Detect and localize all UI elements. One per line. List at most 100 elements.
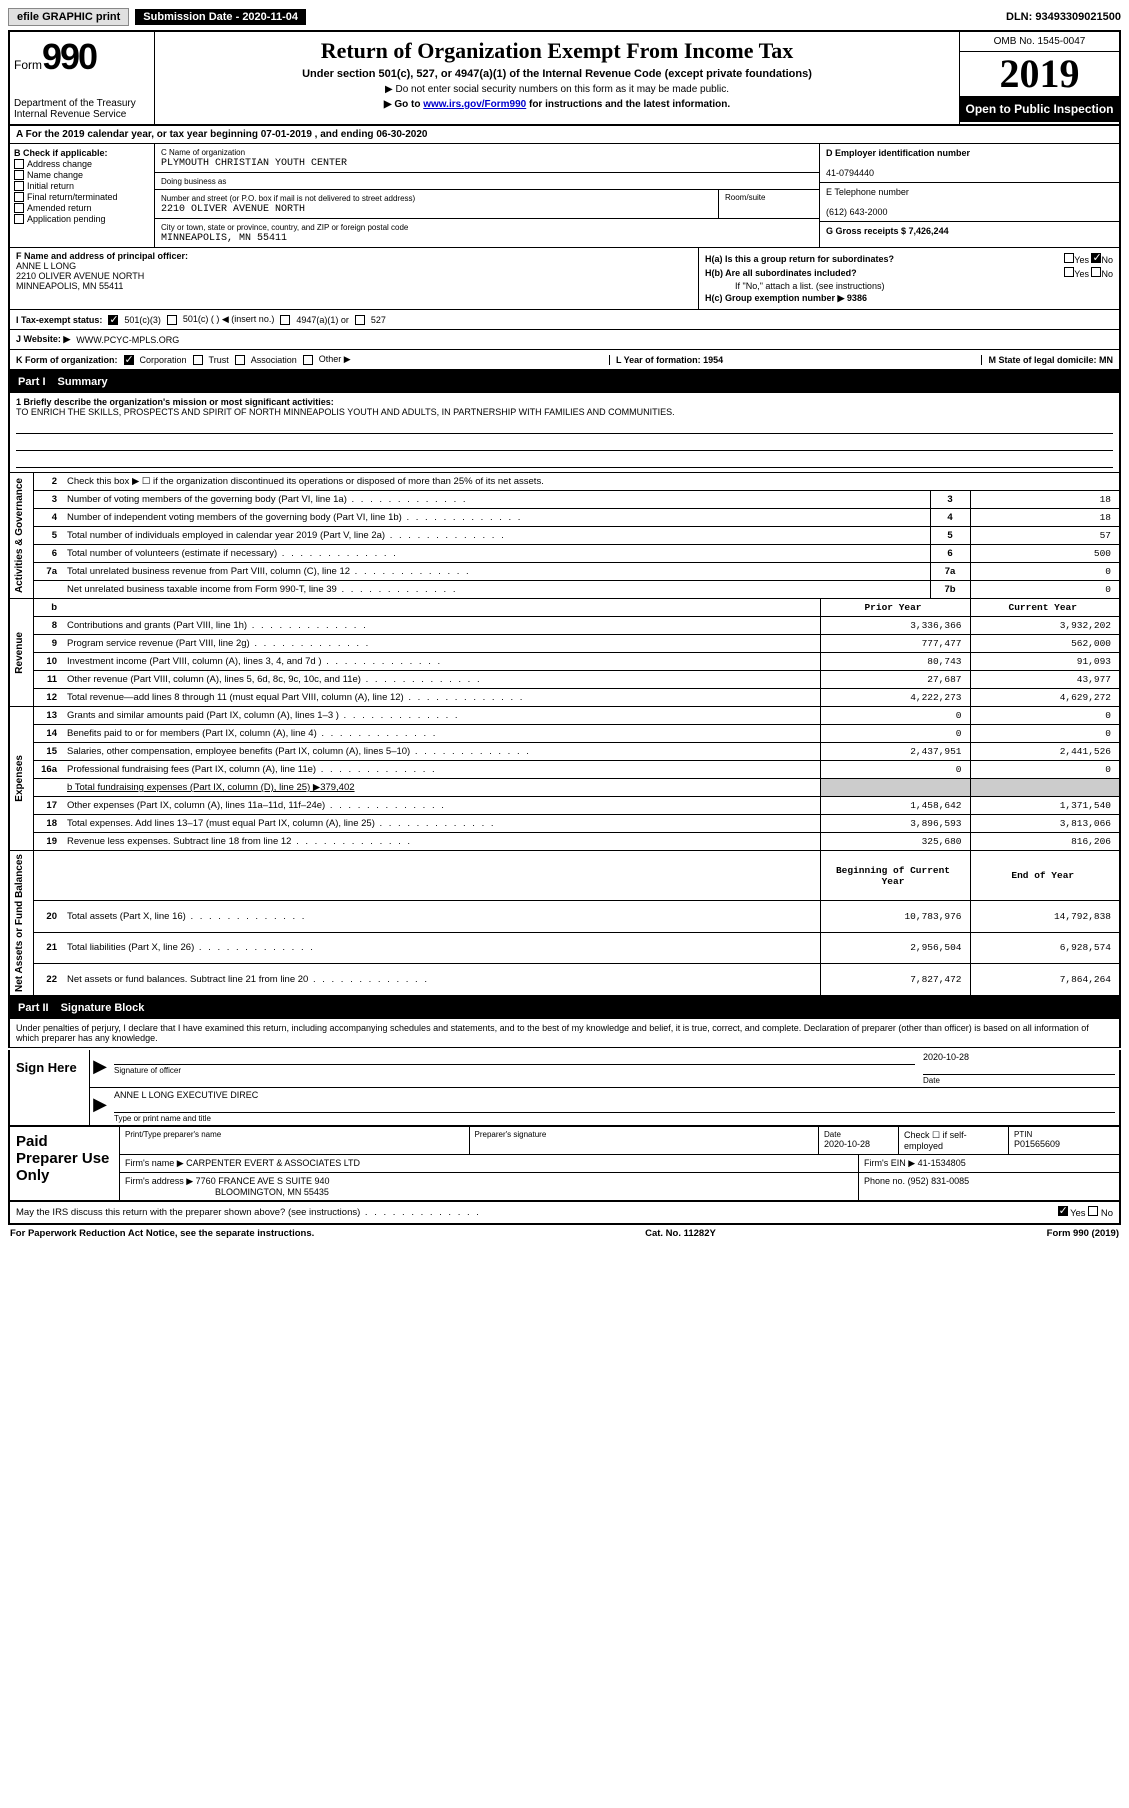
form-org-row: K Form of organization: Corporation Trus… bbox=[8, 350, 1121, 371]
governance-table: Activities & Governance 2 Check this box… bbox=[8, 473, 1121, 599]
ein-label: D Employer identification number bbox=[826, 148, 970, 158]
hb-note: If "No," attach a list. (see instruction… bbox=[705, 281, 1113, 291]
tax-year: 2019 bbox=[960, 52, 1119, 96]
prior-year-hdr: Prior Year bbox=[820, 599, 970, 617]
side-net-assets: Net Assets or Fund Balances bbox=[14, 854, 25, 992]
ein-value: 41-0794440 bbox=[826, 168, 874, 178]
paid-preparer-block: Paid Preparer Use Only Print/Type prepar… bbox=[8, 1127, 1121, 1202]
part1-header: Part ISummary bbox=[8, 371, 1121, 393]
chk-final-return[interactable] bbox=[14, 192, 24, 202]
signature-intro: Under penalties of perjury, I declare th… bbox=[8, 1019, 1121, 1048]
mission-text: TO ENRICH THE SKILLS, PROSPECTS AND SPIR… bbox=[16, 407, 675, 417]
submission-date: Submission Date - 2020-11-04 bbox=[135, 9, 306, 25]
efile-print-button[interactable]: efile GRAPHIC print bbox=[8, 8, 129, 26]
telephone-value: (612) 643-2000 bbox=[826, 207, 888, 217]
chk-4947[interactable] bbox=[280, 315, 290, 325]
chk-other[interactable] bbox=[303, 355, 313, 365]
expenses-table: Expenses 13Grants and similar amounts pa… bbox=[8, 707, 1121, 851]
ha-yes[interactable] bbox=[1064, 253, 1074, 263]
city-label: City or town, state or province, country… bbox=[161, 223, 408, 232]
year-formation: L Year of formation: 1954 bbox=[616, 355, 723, 365]
chk-501c3[interactable] bbox=[108, 315, 118, 325]
firm-ein: 41-1534805 bbox=[918, 1158, 966, 1168]
street-label: Number and street (or P.O. box if mail i… bbox=[161, 194, 415, 203]
ha-label: H(a) Is this a group return for subordin… bbox=[705, 254, 894, 264]
chk-initial-return[interactable] bbox=[14, 181, 24, 191]
mission-label: 1 Briefly describe the organization's mi… bbox=[16, 397, 334, 407]
period-row: A For the 2019 calendar year, or tax yea… bbox=[8, 126, 1121, 144]
chk-trust[interactable] bbox=[193, 355, 203, 365]
officer-group-row: F Name and address of principal officer:… bbox=[8, 248, 1121, 310]
hb-no[interactable] bbox=[1091, 267, 1101, 277]
tax-status-label: I Tax-exempt status: bbox=[16, 315, 102, 325]
chk-527[interactable] bbox=[355, 315, 365, 325]
beginning-year-hdr: Beginning of Current Year bbox=[820, 851, 970, 901]
entity-info: B Check if applicable: Address change Na… bbox=[8, 144, 1121, 248]
hc-label: H(c) Group exemption number ▶ 9386 bbox=[705, 293, 867, 304]
irs-label: Internal Revenue Service bbox=[14, 109, 150, 120]
website-label: J Website: ▶ bbox=[16, 334, 70, 345]
form-title: Return of Organization Exempt From Incom… bbox=[165, 38, 949, 64]
self-employed-check[interactable]: Check ☐ if self-employed bbox=[904, 1130, 967, 1151]
officer-printed-name: ANNE L LONG EXECUTIVE DIREC bbox=[114, 1090, 1115, 1100]
discuss-yes[interactable] bbox=[1058, 1206, 1068, 1216]
side-expenses: Expenses bbox=[14, 755, 25, 802]
form-word: Form bbox=[14, 58, 42, 72]
org-name: PLYMOUTH CHRISTIAN YOUTH CENTER bbox=[161, 158, 347, 169]
chk-name-change[interactable] bbox=[14, 170, 24, 180]
mission-block: 1 Briefly describe the organization's mi… bbox=[8, 393, 1121, 473]
website-value: WWW.PCYC-MPLS.ORG bbox=[76, 335, 179, 345]
org-name-label: C Name of organization bbox=[161, 148, 245, 157]
firm-phone: (952) 831-0085 bbox=[908, 1176, 970, 1186]
korg-label: K Form of organization: bbox=[16, 355, 118, 365]
discuss-no[interactable] bbox=[1088, 1206, 1098, 1216]
form-ref: Form 990 (2019) bbox=[1047, 1228, 1119, 1239]
hb-label: H(b) Are all subordinates included? bbox=[705, 268, 857, 278]
current-year-hdr: Current Year bbox=[970, 599, 1120, 617]
firm-addr2: BLOOMINGTON, MN 55435 bbox=[125, 1187, 329, 1197]
city-state-zip: MINNEAPOLIS, MN 55411 bbox=[161, 233, 287, 244]
revenue-table: Revenue b Prior Year Current Year 8Contr… bbox=[8, 599, 1121, 707]
side-governance: Activities & Governance bbox=[14, 478, 25, 593]
officer-name: ANNE L LONG bbox=[16, 261, 76, 271]
tax-status-row: I Tax-exempt status: 501(c)(3) 501(c) ( … bbox=[8, 310, 1121, 330]
gross-receipts: G Gross receipts $ 7,426,244 bbox=[826, 226, 949, 236]
chk-assoc[interactable] bbox=[235, 355, 245, 365]
form-subtitle: Under section 501(c), 527, or 4947(a)(1)… bbox=[165, 68, 949, 80]
firm-addr1: 7760 FRANCE AVE S SUITE 940 bbox=[196, 1176, 330, 1186]
chk-app-pending[interactable] bbox=[14, 214, 24, 224]
public-inspection: Open to Public Inspection bbox=[960, 96, 1119, 122]
part2-header: Part IISignature Block bbox=[8, 997, 1121, 1019]
chk-corp[interactable] bbox=[124, 355, 134, 365]
form-header: Form990 Department of the Treasury Inter… bbox=[8, 30, 1121, 126]
website-row: J Website: ▶ WWW.PCYC-MPLS.ORG bbox=[8, 330, 1121, 350]
sign-here-label: Sign Here bbox=[10, 1050, 90, 1125]
officer-addr1: 2210 OLIVER AVENUE NORTH bbox=[16, 271, 144, 281]
paid-preparer-label: Paid Preparer Use Only bbox=[10, 1127, 120, 1200]
hb-yes[interactable] bbox=[1064, 267, 1074, 277]
officer-addr2: MINNEAPOLIS, MN 55411 bbox=[16, 281, 123, 291]
officer-label: F Name and address of principal officer: bbox=[16, 251, 188, 261]
net-assets-table: Net Assets or Fund Balances Beginning of… bbox=[8, 851, 1121, 997]
instructions-link[interactable]: www.irs.gov/Form990 bbox=[423, 99, 526, 110]
page-footer: For Paperwork Reduction Act Notice, see … bbox=[8, 1225, 1121, 1242]
street-address: 2210 OLIVER AVENUE NORTH bbox=[161, 204, 305, 215]
sign-date: 2020-10-28 bbox=[923, 1052, 1115, 1062]
line2-text: Check this box ▶ ☐ if the organization d… bbox=[63, 473, 1120, 491]
chk-address-change[interactable] bbox=[14, 159, 24, 169]
telephone-label: E Telephone number bbox=[826, 187, 909, 197]
side-revenue: Revenue bbox=[14, 632, 25, 674]
discuss-row: May the IRS discuss this return with the… bbox=[8, 1202, 1121, 1225]
firm-name: CARPENTER EVERT & ASSOCIATES LTD bbox=[186, 1158, 360, 1168]
top-toolbar: efile GRAPHIC print Submission Date - 20… bbox=[8, 8, 1121, 26]
end-year-hdr: End of Year bbox=[970, 851, 1120, 901]
ptin-value: P01565609 bbox=[1014, 1139, 1060, 1149]
chk-501c[interactable] bbox=[167, 315, 177, 325]
ssn-note: ▶ Do not enter social security numbers o… bbox=[165, 84, 949, 95]
instructions-note: ▶ Go to www.irs.gov/Form990 for instruct… bbox=[165, 99, 949, 110]
ha-no[interactable] bbox=[1091, 253, 1101, 263]
dln: DLN: 93493309021500 bbox=[1006, 11, 1121, 23]
state-domicile: M State of legal domicile: MN bbox=[988, 355, 1113, 365]
cat-no: Cat. No. 11282Y bbox=[645, 1228, 716, 1239]
chk-amended-return[interactable] bbox=[14, 203, 24, 213]
